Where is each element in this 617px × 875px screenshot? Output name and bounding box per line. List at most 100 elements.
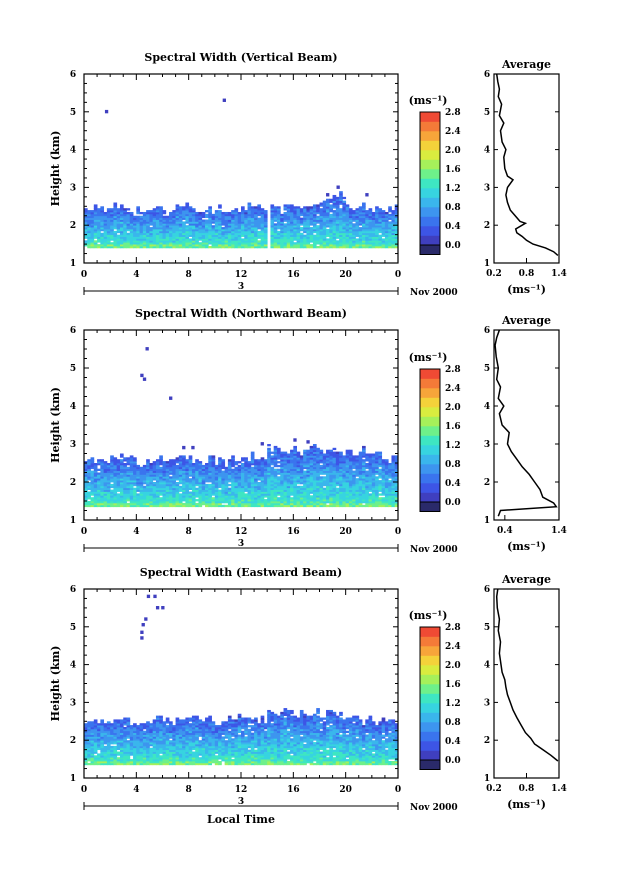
heatmap-cell: [169, 223, 173, 226]
heatmap-cell: [299, 242, 304, 245]
heatmap-cell: [322, 223, 327, 226]
heatmap-cell: [198, 499, 203, 502]
heatmap-cell: [227, 493, 232, 496]
heatmap-cell: [355, 470, 360, 473]
heatmap-cell: [348, 489, 353, 492]
heatmap-cell: [329, 240, 333, 243]
heatmap-cell: [93, 474, 98, 477]
heatmap-cell: [312, 463, 317, 466]
heatmap-cell: [198, 211, 203, 215]
heatmap-cell: [182, 459, 186, 462]
heatmap-cell: [123, 472, 127, 475]
heatmap-cell: [214, 232, 219, 236]
heatmap-cell: [97, 487, 101, 490]
heatmap-cell: [136, 499, 140, 502]
heatmap-cell: [123, 217, 127, 220]
heatmap-cell: [159, 499, 163, 502]
heatmap-cell: [371, 491, 376, 494]
heatmap-cell: [316, 227, 320, 230]
heatmap-cell: [335, 478, 340, 481]
heatmap-cell: [191, 227, 196, 230]
heatmap-cell: [312, 242, 317, 245]
heatmap-cell: [299, 491, 304, 494]
heatmap-cell: [306, 478, 311, 481]
heatmap-cell: [250, 455, 255, 458]
heatmap-cell: [175, 478, 180, 481]
heatmap-cell: [208, 215, 212, 219]
heatmap-cell: [159, 240, 163, 243]
heatmap-cell: [270, 463, 275, 466]
heatmap-cell: [342, 244, 347, 247]
heatmap-cell: [280, 487, 284, 490]
heatmap-cell: [100, 236, 105, 239]
heatmap-cell: [384, 459, 389, 462]
heatmap-cell: [159, 213, 163, 217]
heatmap-cell: [172, 472, 176, 475]
heatmap-cell: [165, 217, 170, 220]
heatmap-cell: [394, 482, 399, 485]
heatmap-cell: [371, 495, 376, 498]
heatmap-cell: [218, 223, 222, 226]
heatmap-cell: [110, 464, 114, 468]
heatmap-cell: [119, 501, 124, 504]
heatmap-cell: [241, 501, 245, 504]
heatmap-cell: [165, 466, 170, 470]
heatmap-cell: [103, 726, 108, 730]
heatmap-cell: [227, 211, 232, 215]
heatmap-cell: [195, 244, 199, 247]
heatmap-cell: [113, 230, 118, 234]
heatmap-cell: [172, 463, 176, 466]
profile-line: [494, 329, 558, 517]
heatmap-cell: [388, 493, 392, 496]
heatmap-cell: [299, 468, 304, 471]
heatmap-cell: [303, 223, 307, 226]
heatmap-cell: [205, 499, 209, 502]
heatmap-cell: [247, 463, 252, 466]
heatmap-cell: [90, 501, 95, 504]
heatmap-cell: [162, 487, 167, 490]
heatmap-cell: [306, 483, 311, 487]
heatmap-cell: [175, 495, 180, 498]
heatmap-cell: [388, 504, 392, 508]
heatmap-cell: [355, 482, 360, 485]
heatmap-cell: [234, 217, 239, 220]
heatmap-cell: [267, 464, 271, 468]
heatmap-cell: [155, 230, 160, 234]
heatmap-cell: [237, 497, 242, 500]
heatmap-cell: [358, 221, 363, 224]
heatmap-cell: [139, 483, 144, 487]
heatmap-cell: [267, 487, 271, 490]
heatmap-cell: [241, 245, 245, 249]
heatmap-cell: [191, 485, 196, 489]
heatmap-cell: [326, 242, 330, 245]
heatmap-cell: [342, 455, 347, 458]
heatmap-cell: [303, 478, 307, 481]
heatmap-cell: [339, 482, 343, 485]
heatmap-cell: [93, 497, 98, 500]
heatmap-cell: [309, 234, 314, 237]
heatmap-cell: [375, 463, 379, 466]
heatmap-cell: [139, 238, 144, 241]
heatmap-cell: [182, 495, 186, 498]
heatmap-cell: [231, 491, 235, 494]
heatmap-cell: [293, 489, 297, 492]
heatmap-cell: [250, 208, 255, 211]
heatmap-cell: [100, 215, 105, 219]
heatmap-cell: [133, 476, 137, 479]
heatmap-cell: [110, 230, 114, 234]
heatmap-cell: [378, 211, 383, 215]
heatmap-cell: [378, 242, 383, 245]
heatmap-cell: [375, 482, 379, 485]
heatmap-cell: [247, 489, 252, 492]
heatmap-cell: [384, 461, 389, 464]
heatmap-cell: [273, 487, 278, 490]
heatmap-cell: [263, 476, 268, 479]
heatmap-cell: [283, 504, 288, 508]
heatmap-cell: [306, 463, 311, 466]
heatmap-cell: [97, 762, 101, 766]
heatmap-cell: [312, 489, 317, 492]
heatmap-cell: [106, 468, 111, 471]
heatmap-cell: [267, 459, 271, 462]
heatmap-cell: [185, 478, 190, 481]
heatmap-cell: [355, 480, 360, 483]
